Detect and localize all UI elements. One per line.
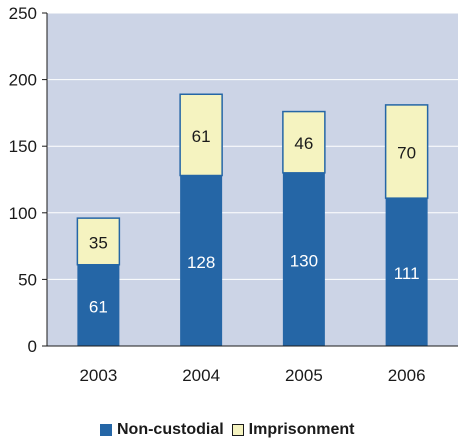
y-tick-label: 250 xyxy=(9,4,37,23)
legend-item-imprisonment: Imprisonment xyxy=(231,421,355,439)
x-tick-labels: 2003 2004 2005 2006 xyxy=(79,366,425,385)
axes xyxy=(46,13,458,347)
x-tick-label: 2005 xyxy=(285,366,323,385)
bar-imprisonment-2004 xyxy=(179,93,223,177)
bar-non-custodial-2006 xyxy=(385,198,428,346)
legend-label-imprisonment: Imprisonment xyxy=(248,421,355,438)
legend: Non-custodial Imprisonment xyxy=(100,419,362,441)
bar-labels: 61 35 128 61 130 46 111 70 xyxy=(89,127,420,316)
x-tick-label: 2003 xyxy=(79,366,117,385)
stacked-bar-chart: 61 35 128 61 130 46 111 70 0 50 100 150 200 250 2003… xyxy=(9,4,458,385)
y-tick-labels: 0 50 100 150 200 250 xyxy=(9,4,37,356)
data-label-imprisonment-2005: 46 xyxy=(294,134,313,153)
data-label-non-custodial-2006: 111 xyxy=(394,264,420,283)
data-label-non-custodial-2004: 128 xyxy=(187,253,215,272)
y-tick-label: 200 xyxy=(9,71,37,90)
data-label-imprisonment-2003: 35 xyxy=(89,233,108,252)
bar-imprisonment-2005 xyxy=(282,110,326,174)
x-tick-label: 2006 xyxy=(388,366,426,385)
legend-swatch-non-custodial xyxy=(100,424,112,436)
bar-non-custodial-2003 xyxy=(77,264,120,346)
data-label-imprisonment-2004: 61 xyxy=(192,127,211,146)
bar-imprisonment-2006 xyxy=(384,104,429,199)
y-tick-label: 0 xyxy=(28,337,37,356)
legend-label-non-custodial: Non-custodial xyxy=(117,421,224,438)
data-label-non-custodial-2005: 130 xyxy=(290,251,318,270)
y-tick-label: 50 xyxy=(18,270,37,289)
y-tick-label: 100 xyxy=(9,204,37,223)
bar-imprisonment-2003 xyxy=(76,217,121,266)
y-tick-label: 150 xyxy=(9,137,37,156)
legend-item-non-custodial: Non-custodial xyxy=(100,421,224,439)
legend-swatch-imprisonment xyxy=(231,424,244,436)
data-label-imprisonment-2006: 70 xyxy=(397,144,416,163)
bars xyxy=(76,93,429,346)
bar-non-custodial-2005 xyxy=(282,172,325,346)
data-label-non-custodial-2003: 61 xyxy=(89,297,108,316)
x-tick-label: 2004 xyxy=(182,366,220,385)
bar-non-custodial-2004 xyxy=(180,175,223,346)
